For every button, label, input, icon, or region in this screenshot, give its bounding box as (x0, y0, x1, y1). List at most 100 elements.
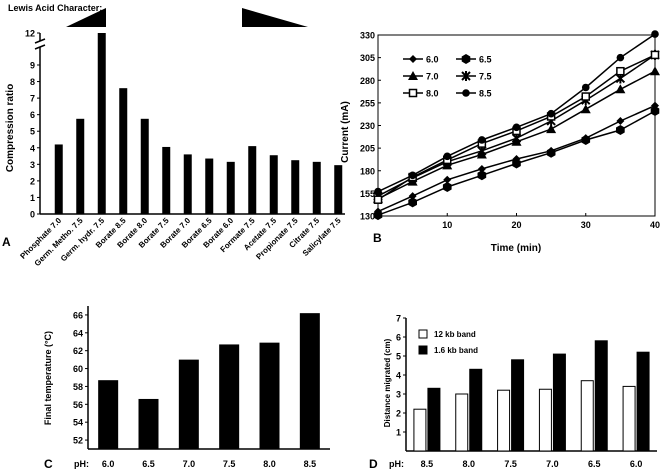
bar-1-6kb (469, 368, 483, 452)
bar-12kb (413, 408, 427, 452)
bar-12kb (580, 380, 594, 452)
bar (76, 118, 85, 214)
y-tick-label: 54 (73, 418, 83, 428)
series-6-5 (373, 106, 660, 221)
x-tick-label: 6.0 (630, 459, 643, 469)
data-point (374, 187, 382, 196)
data-point (580, 104, 591, 114)
bar-1-6kb (511, 359, 525, 452)
y-tick-label: 9 (30, 61, 35, 71)
legend-label: 6.5 (479, 55, 492, 65)
data-point (477, 170, 487, 181)
bar-1-6kb (636, 351, 650, 452)
data-point (581, 92, 590, 101)
x-tick-label: 30 (581, 220, 591, 230)
x-tick-label: 8.5 (304, 459, 317, 469)
y-tick-label: 4 (30, 143, 35, 153)
x-tick-label: 10 (442, 220, 452, 230)
data-point (408, 197, 417, 208)
x-tick-label: 6.5 (142, 459, 155, 469)
data-point (546, 124, 557, 134)
bar (138, 398, 159, 449)
y-tick-label: 205 (360, 144, 375, 154)
legend-label: 8.5 (479, 89, 492, 99)
y-tick-label: 255 (360, 98, 375, 108)
bar-12kb (497, 389, 511, 452)
panel-b-ylabel: Current (mA) (340, 101, 351, 163)
panel-b-chart: 130 155 180 205 230 255 280 305 330 10 20 30 40 6.0 6.… (360, 30, 660, 230)
data-point (443, 175, 452, 184)
bar (226, 161, 235, 214)
legend-marker (462, 89, 470, 97)
y-tick-label: 62 (73, 346, 83, 356)
legend-marker (409, 55, 417, 63)
bar (259, 342, 280, 449)
y-tick-label: 12 (25, 29, 35, 39)
data-point (478, 136, 486, 144)
panel-d-ph-label: pH: (389, 459, 404, 469)
bar-12kb (538, 388, 552, 452)
y-tick-label: 280 (360, 76, 375, 86)
bar (269, 155, 278, 214)
bar (178, 359, 199, 449)
data-point (581, 135, 591, 145)
panel-d-ylabel: Distance migrated (cm) (383, 338, 392, 427)
panel-d-label: D (369, 457, 378, 471)
panel-a-ylabel: Compression ratio (5, 84, 16, 172)
y-tick-label: 7 (396, 314, 401, 324)
y-tick-label: 56 (73, 400, 83, 410)
y-tick-label: 66 (73, 310, 83, 320)
series-8-5 (374, 30, 659, 196)
x-tick-label: 8.5 (421, 459, 434, 469)
legend-label: 7.5 (479, 72, 492, 82)
x-tick-label: 7.0 (546, 459, 559, 469)
data-point (547, 109, 555, 118)
x-tick-label: 20 (511, 220, 521, 230)
data-point (650, 106, 660, 116)
bar (299, 313, 320, 449)
y-tick-label: 5 (30, 127, 35, 137)
y-tick-label: 58 (73, 382, 83, 392)
axis-break-icon (34, 38, 46, 50)
bar-1-6kb (552, 353, 566, 452)
y-tick-label: 1 (396, 428, 401, 438)
legend-label: 12 kb band (434, 330, 476, 339)
bar (291, 160, 300, 214)
legend-marker (461, 54, 471, 64)
bar (97, 33, 106, 214)
legend-label: 6.0 (426, 55, 439, 65)
data-point (373, 210, 383, 221)
x-tick-label: Salicylate 7.5 (301, 216, 343, 258)
y-tick-label: 2 (30, 176, 35, 186)
bar (205, 158, 214, 214)
bar (219, 344, 240, 449)
bar (98, 380, 119, 449)
y-tick-label: 180 (360, 166, 375, 176)
data-point (616, 125, 625, 135)
y-tick-label: 8 (30, 77, 35, 87)
y-tick-label: 3 (396, 390, 401, 400)
data-point (512, 158, 521, 169)
bar (334, 165, 343, 214)
data-point (443, 152, 452, 161)
y-tick-label: 3 (30, 160, 35, 170)
y-tick-label: 0 (30, 210, 35, 220)
legend-label: 8.0 (426, 89, 439, 99)
lewis-header-line1: Lewis Acid Character: (8, 3, 102, 13)
data-point (408, 171, 417, 180)
legend-label: 1.6 kb band (434, 346, 478, 355)
data-point (373, 195, 383, 204)
panel-a-label: A (2, 235, 11, 249)
legend-swatch (418, 345, 428, 355)
x-tick-label: 8.0 (263, 459, 276, 469)
data-point (546, 147, 556, 158)
data-point (442, 182, 452, 192)
x-tick-label: 6.0 (102, 459, 115, 469)
bar-1-6kb (594, 340, 608, 452)
x-tick-label: 7.5 (223, 459, 236, 469)
legend-marker (408, 71, 418, 80)
panel-c-ylabel: Final temperature (°C) (43, 331, 53, 425)
panel-c-chart: 52 54 56 58 60 62 64 66 6.0 6.5 7.0 7.5 8.0 8.5 (73, 306, 330, 469)
x-tick-label: 6.5 (588, 459, 601, 469)
